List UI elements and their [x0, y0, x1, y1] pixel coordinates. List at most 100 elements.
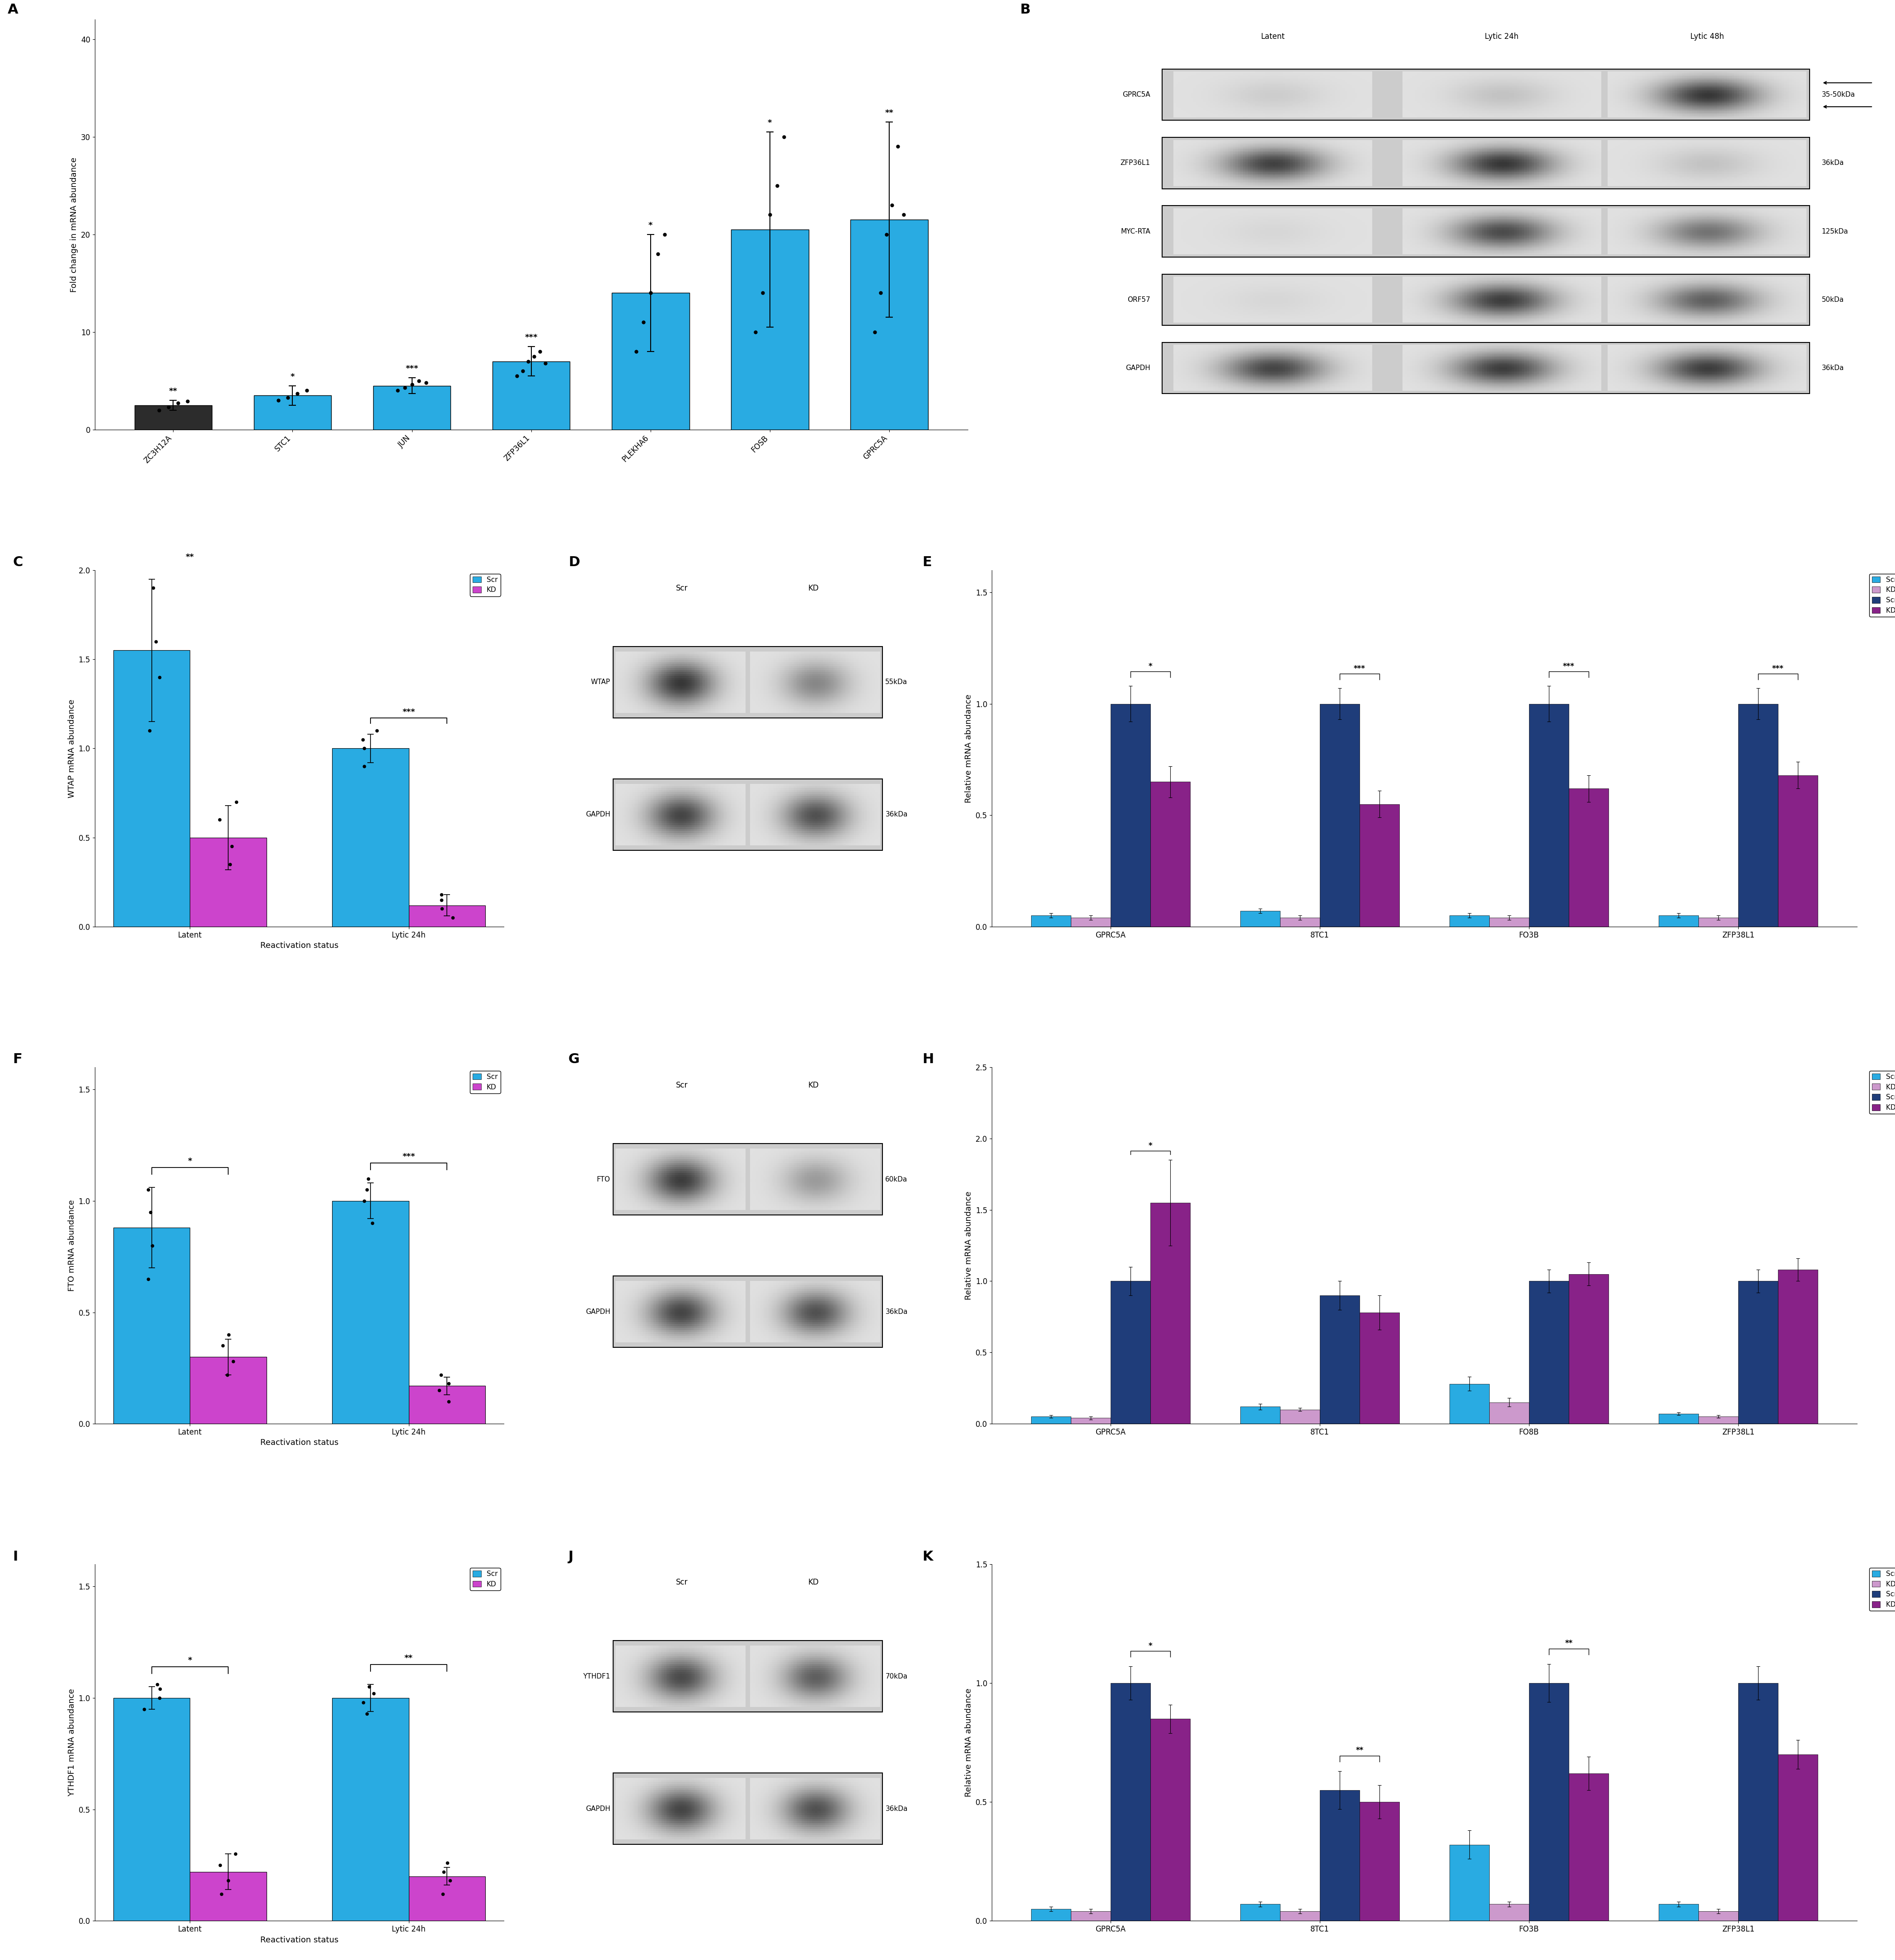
Point — [212, 1358, 243, 1390]
Point — [282, 378, 313, 410]
Text: ***: *** — [525, 333, 538, 341]
Bar — [1698, 1911, 1738, 1921]
Bar — [1031, 1417, 1071, 1423]
Text: **: ** — [186, 553, 193, 561]
Bar — [1279, 917, 1319, 927]
Bar — [1569, 1274, 1609, 1423]
Legend: Scr latent, KD latent, Scr lytic 24h, KD lytic 24h: Scr latent, KD latent, Scr lytic 24h, KD… — [1868, 1070, 1895, 1113]
Bar — [1450, 915, 1489, 927]
Point — [519, 341, 550, 372]
Point — [877, 190, 908, 221]
Bar — [1279, 1911, 1319, 1921]
Point — [883, 131, 913, 163]
Legend: Scr, KD: Scr, KD — [470, 574, 500, 596]
Text: I: I — [13, 1550, 19, 1564]
Bar — [1698, 1417, 1738, 1423]
Point — [747, 276, 777, 308]
Point — [205, 1850, 235, 1882]
Bar — [332, 749, 409, 927]
Point — [635, 276, 665, 308]
Bar — [1239, 911, 1279, 927]
Y-axis label: Relative mRNA abundance: Relative mRNA abundance — [965, 1192, 972, 1299]
Point — [133, 1174, 163, 1205]
Bar — [1110, 704, 1150, 927]
Point — [135, 1196, 165, 1227]
Bar — [114, 1227, 190, 1423]
Point — [769, 122, 800, 153]
Point — [172, 386, 203, 417]
Text: 60kDa: 60kDa — [885, 1176, 908, 1182]
Text: **: ** — [404, 1654, 413, 1662]
Text: *: * — [1148, 662, 1152, 670]
Point — [525, 335, 555, 367]
Point — [514, 345, 544, 376]
Bar — [1698, 917, 1738, 927]
Text: 36kDa: 36kDa — [1821, 159, 1844, 167]
Bar — [409, 1386, 485, 1423]
Bar — [1162, 274, 1810, 325]
Text: 36kDa: 36kDa — [885, 1805, 908, 1813]
Point — [502, 361, 532, 392]
Point — [438, 902, 468, 933]
Bar — [1450, 1384, 1489, 1423]
Y-axis label: YTHDF1 mRNA abundance: YTHDF1 mRNA abundance — [68, 1690, 76, 1797]
Bar — [1162, 69, 1810, 120]
Bar — [614, 1641, 883, 1711]
Bar — [1778, 1270, 1817, 1423]
Point — [208, 1331, 239, 1362]
Bar — [1071, 1911, 1110, 1921]
Legend: Scr latent, KD latent, Scr lytic 24h, KD lytic 24h: Scr latent, KD latent, Scr lytic 24h, KD… — [1868, 574, 1895, 617]
Text: WTAP: WTAP — [591, 678, 610, 686]
Bar — [1110, 1282, 1150, 1423]
Bar — [1279, 1409, 1319, 1423]
Point — [531, 347, 561, 378]
Text: *: * — [188, 1656, 191, 1664]
Point — [352, 1174, 383, 1205]
Point — [434, 1866, 464, 1897]
Text: **: ** — [885, 110, 893, 118]
Text: Lytic 24h: Lytic 24h — [1486, 33, 1518, 41]
Y-axis label: Relative mRNA abundance: Relative mRNA abundance — [965, 694, 972, 804]
X-axis label: Reactivation status: Reactivation status — [260, 1439, 339, 1446]
Point — [434, 1386, 464, 1417]
Text: **: ** — [169, 388, 178, 396]
Text: 55kDa: 55kDa — [885, 678, 908, 686]
Bar — [373, 386, 451, 429]
Point — [144, 1674, 174, 1705]
Text: ***: *** — [1772, 664, 1783, 672]
Bar — [1738, 704, 1778, 927]
Point — [428, 1856, 459, 1887]
Text: ***: *** — [1563, 662, 1575, 670]
Bar — [1778, 1754, 1817, 1921]
Bar — [114, 1697, 190, 1921]
Bar — [1569, 788, 1609, 927]
Bar — [332, 1697, 409, 1921]
Point — [860, 316, 891, 347]
Bar — [409, 906, 485, 927]
Point — [352, 1697, 383, 1729]
Point — [426, 884, 457, 915]
Text: Scr: Scr — [677, 1082, 688, 1090]
Point — [627, 306, 658, 337]
Point — [135, 715, 165, 747]
Bar — [1239, 1407, 1279, 1423]
Text: **: ** — [1355, 1746, 1363, 1754]
Text: ***: *** — [402, 708, 415, 715]
Bar — [493, 361, 570, 429]
Bar — [1359, 1313, 1399, 1423]
Point — [347, 723, 377, 755]
Bar — [1738, 1684, 1778, 1921]
Bar — [1529, 1684, 1569, 1921]
Point — [390, 372, 421, 404]
Point — [889, 200, 919, 231]
Y-axis label: FTO mRNA abundance: FTO mRNA abundance — [68, 1200, 76, 1292]
Bar — [1658, 915, 1698, 927]
Text: GAPDH: GAPDH — [586, 1307, 610, 1315]
Point — [349, 1186, 379, 1217]
Bar — [409, 1876, 485, 1921]
Bar — [1569, 1774, 1609, 1921]
Point — [349, 751, 379, 782]
Point — [142, 1668, 172, 1699]
Text: 35-50kDa: 35-50kDa — [1821, 92, 1855, 98]
Bar — [614, 1143, 883, 1215]
